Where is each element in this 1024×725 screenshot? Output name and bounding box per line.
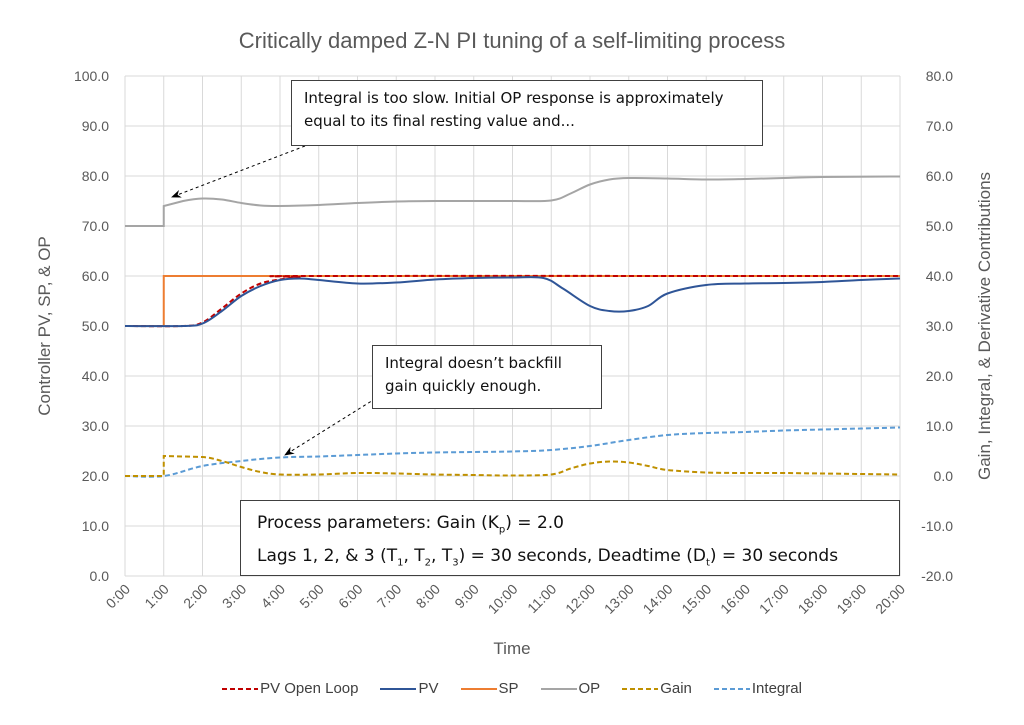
y-left-tick-label: 90.0 [82, 118, 109, 134]
legend-swatch [222, 687, 259, 690]
y-right-tick-label: 70.0 [926, 118, 953, 134]
chart-title: Critically damped Z-N PI tuning of a sel… [238, 28, 786, 53]
params-line-1: Process parameters: Gain (Kp) = 2.0 [257, 510, 883, 543]
x-tick-label: 3:00 [219, 581, 250, 612]
params-sub: 1 [397, 557, 404, 569]
y-right-tick-label: -10.0 [921, 518, 953, 534]
x-tick-label: 17:00 [756, 581, 792, 617]
y-right-tick-label: 60.0 [926, 168, 953, 184]
y-left-tick-label: 30.0 [82, 418, 109, 434]
y-left-tick-label: 80.0 [82, 168, 109, 184]
x-axis-label: Time [493, 639, 530, 658]
legend-item: SP [460, 680, 519, 697]
params-sub: t [705, 557, 710, 569]
legend-item: Gain [622, 680, 692, 697]
params-text: ) = 30 seconds [709, 546, 839, 567]
params-text: Process parameters: Gain (K [257, 513, 499, 533]
y-left-tick-label: 60.0 [82, 268, 109, 284]
params-text: ) = 30 seconds, Deadtime (D [458, 546, 706, 567]
x-tick-label: 14:00 [640, 581, 676, 617]
params-text: Lags 1, 2, & 3 (T [257, 546, 398, 567]
y-right-tick-label: 50.0 [926, 218, 953, 234]
legend-swatch [380, 687, 417, 690]
legend-swatch [622, 687, 659, 690]
x-tick-label: 5:00 [296, 581, 327, 612]
x-tick-label: 6:00 [335, 581, 366, 612]
legend-label: PV Open Loop [260, 680, 359, 697]
y-left-tick-label: 70.0 [82, 218, 109, 234]
y-right-tick-label: 80.0 [926, 68, 953, 84]
series-line-op [125, 175, 901, 227]
annotation-arrow [171, 145, 306, 198]
series-line-integral [124, 426, 901, 478]
params-line-2: Lags 1, 2, & 3 (T1, T2, T3) = 30 seconds… [257, 543, 883, 576]
y-right-tick-label: -20.0 [921, 568, 953, 584]
y-left-tick-label: 100.0 [74, 68, 109, 84]
x-tick-label: 13:00 [601, 581, 637, 617]
x-tick-label: 12:00 [562, 581, 598, 617]
legend-swatch [540, 687, 577, 690]
y-right-tick-label: 10.0 [926, 418, 953, 434]
legend-label: Integral [751, 680, 802, 697]
params-sub: p [498, 524, 506, 536]
params-text: ) = 2.0 [505, 513, 564, 533]
legend-item: PV [380, 680, 439, 697]
y-right-tick-label: 40.0 [926, 268, 953, 284]
y-left-tick-label: 10.0 [82, 518, 109, 534]
legend-item: PV Open Loop [222, 680, 358, 697]
y-right-label: Gain, Integral, & Derivative Contributio… [975, 172, 994, 480]
x-tick-label: 0:00 [103, 581, 134, 612]
process-parameters-box: Process parameters: Gain (Kp) = 2.0 Lags… [240, 500, 900, 576]
legend-item: OP [540, 680, 601, 697]
params-text: , T [403, 546, 425, 567]
annotation-op: Integral is too slow. Initial OP respons… [291, 80, 763, 146]
y-left-label: Controller PV, SP, & OP [35, 236, 54, 416]
x-tick-label: 7:00 [374, 581, 405, 612]
y-left-tick-label: 20.0 [82, 468, 109, 484]
y-right-tick-label: 30.0 [926, 318, 953, 334]
x-tick-label: 9:00 [451, 581, 482, 612]
annotation-arrow [284, 391, 387, 456]
x-tick-label: 15:00 [678, 581, 714, 617]
x-tick-label: 20:00 [872, 581, 908, 617]
x-tick-label: 2:00 [180, 581, 211, 612]
y-right-tick-label: 20.0 [926, 368, 953, 384]
x-tick-label: 19:00 [833, 581, 869, 617]
params-sub: 3 [452, 557, 459, 569]
series-line-pv [124, 276, 901, 328]
x-tick-label: 11:00 [524, 581, 560, 617]
y-right-tick-label: 0.0 [934, 468, 954, 484]
y-left-tick-label: 40.0 [82, 368, 109, 384]
x-tick-label: 10:00 [485, 581, 521, 617]
params-sub: 2 [424, 557, 432, 569]
y-left-tick-label: 0.0 [90, 568, 110, 584]
legend-label: PV [418, 680, 439, 697]
legend-item: Integral [713, 680, 802, 697]
legend-swatch [713, 687, 750, 690]
legend-swatch [460, 687, 497, 690]
legend-label: Gain [660, 680, 692, 697]
annotation-integral: Integral doesn’t backfill gain quickly e… [372, 345, 602, 409]
legend-label: SP [498, 680, 519, 697]
series-line-gain [125, 454, 901, 477]
x-tick-label: 16:00 [717, 581, 753, 617]
x-tick-label: 1:00 [141, 581, 172, 612]
x-tick-label: 8:00 [413, 581, 444, 612]
x-tick-label: 18:00 [795, 581, 831, 617]
x-tick-label: 4:00 [258, 581, 289, 612]
legend-label: OP [578, 680, 601, 697]
y-left-tick-label: 50.0 [82, 318, 109, 334]
legend: PV Open Loop PV SP OP Gain Integral [0, 680, 1024, 697]
params-text: , T [431, 546, 453, 567]
